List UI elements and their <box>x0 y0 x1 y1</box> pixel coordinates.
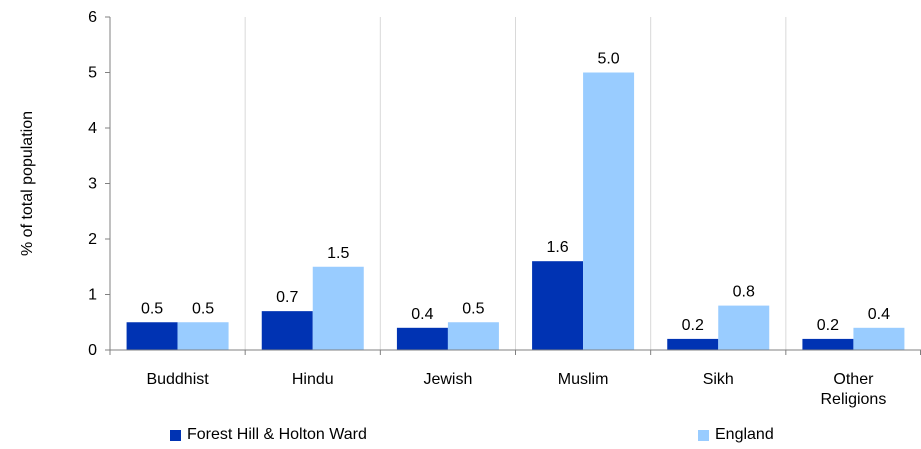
x-tick-label: Sikh <box>703 371 734 388</box>
data-label: 0.7 <box>276 289 298 306</box>
y-tick-label: 4 <box>88 120 97 137</box>
x-tick-label: Buddhist <box>146 371 209 388</box>
data-label: 0.4 <box>868 306 890 323</box>
legend-swatch-england <box>698 429 709 441</box>
bar-england <box>583 72 635 350</box>
y-tick-label: 3 <box>88 176 97 193</box>
legend-label-england: England <box>715 426 774 443</box>
bar-england <box>853 327 905 350</box>
data-label: 1.6 <box>546 239 568 256</box>
x-tick-label: Other <box>833 371 874 388</box>
bar-england <box>177 322 229 350</box>
data-label: 0.2 <box>817 317 839 334</box>
bar-forest-hill <box>396 327 448 350</box>
legend-item-forest-hill: Forest Hill & Holton Ward <box>170 426 367 444</box>
y-tick-label: 5 <box>88 65 97 82</box>
x-tick-label: Muslim <box>558 371 609 388</box>
y-tick-label: 0 <box>88 342 97 359</box>
legend-swatch-forest-hill <box>170 429 181 441</box>
y-tick-label: 2 <box>88 231 97 248</box>
bar-forest-hill <box>126 322 178 350</box>
data-label: 0.2 <box>682 317 704 334</box>
data-label: 0.5 <box>141 300 163 317</box>
data-label: 0.8 <box>733 284 755 301</box>
bar-forest-hill <box>261 311 313 350</box>
y-tick-label: 1 <box>88 287 97 304</box>
bar-england <box>312 266 364 350</box>
x-tick-label: Hindu <box>292 371 334 388</box>
data-label: 1.5 <box>327 245 349 262</box>
legend-item-england: England <box>698 426 774 444</box>
data-label: 0.5 <box>462 300 484 317</box>
data-label: 0.4 <box>411 306 433 323</box>
x-tick-label: Religions <box>821 391 887 408</box>
y-axis-label: % of total population <box>19 111 36 256</box>
y-tick-label: 6 <box>88 9 97 26</box>
bar-forest-hill <box>667 338 719 350</box>
bar-england <box>447 322 499 350</box>
bar-forest-hill <box>532 261 584 350</box>
x-tick-label: Jewish <box>423 371 472 388</box>
legend-label-forest-hill: Forest Hill & Holton Ward <box>187 426 367 443</box>
bar-england <box>718 305 770 350</box>
bar-forest-hill <box>802 338 854 350</box>
data-label: 0.5 <box>192 300 214 317</box>
data-label: 5.0 <box>597 51 619 68</box>
